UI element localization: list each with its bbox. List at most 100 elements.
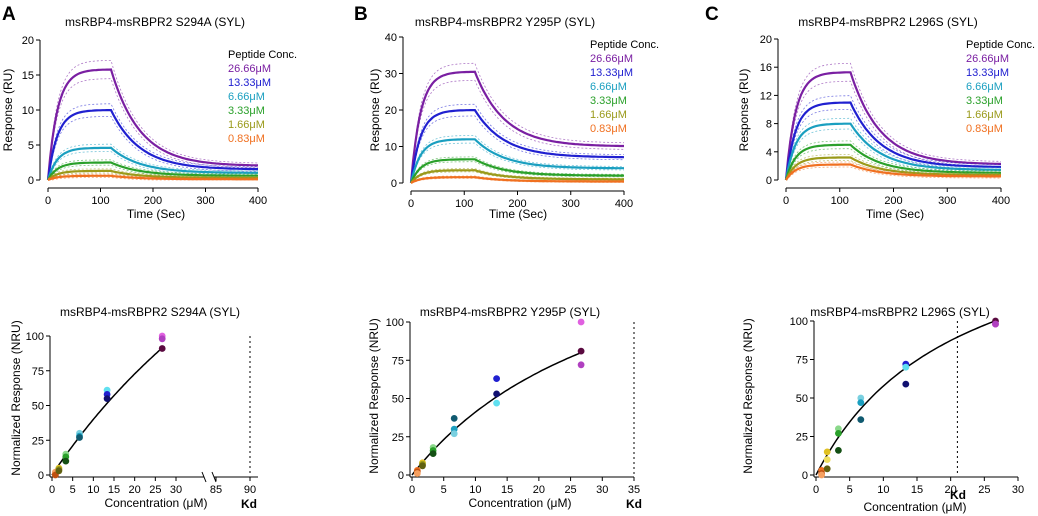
series-error-lower — [47, 116, 258, 181]
y-tick-label: 30 — [385, 69, 397, 81]
plot-area: 0 100 200 300 400 0 10 20 30 40 — [385, 32, 633, 210]
chart-title: msRBP4-msRBPR2 L296S (SYL) — [810, 305, 989, 319]
x-tick-label: 300 — [562, 198, 580, 210]
x-axis-label: Time (Sec) — [127, 207, 185, 221]
series-line — [784, 122, 1001, 181]
plot-area: 0 5 10 15 20 25 30 35 0 25 50 75 100 — [386, 317, 640, 496]
legend-title: Peptide Conc. — [228, 49, 297, 61]
y-tick-label: 16 — [760, 62, 772, 74]
data-point — [823, 465, 831, 473]
y-tick-label: 25 — [392, 432, 404, 444]
series-line — [46, 146, 258, 181]
panel-letter-c: C — [705, 4, 719, 25]
legend-entry-0-83: 0.83μM — [228, 133, 265, 145]
x-tick-label: 25 — [564, 484, 576, 496]
series-error-lower — [410, 142, 624, 184]
y-tick-label: 0 — [766, 175, 772, 187]
legend-entry-3-33: 3.33μM — [590, 95, 627, 107]
legend-entry-6-66: 6.66μM — [228, 91, 265, 103]
data-point — [413, 470, 421, 477]
x-tick-label: 20 — [945, 484, 957, 496]
plot-area: 0 100 200 300 400 0 4 8 12 16 20 — [760, 34, 1010, 207]
series-error-lower — [410, 115, 624, 184]
y-tick-label: 100 — [26, 331, 44, 343]
series-error-upper — [47, 143, 258, 179]
series-error-upper — [410, 135, 625, 183]
series-line — [785, 156, 1002, 181]
sensorgram-panel-b: msRBP4-msRBPR2 Y295P (SYL) 0 100 200 300 400… — [368, 15, 659, 221]
data-point — [419, 462, 426, 470]
y-axis-label: Normalized Response (NRU) — [367, 318, 381, 473]
series-error-upper — [785, 62, 1002, 179]
data-point — [577, 318, 585, 326]
x-tick-label: 300 — [938, 195, 956, 207]
x-tick-label: 85 — [210, 484, 222, 496]
x-axis-label: Concentration (μM) — [105, 496, 208, 510]
series-line — [46, 109, 258, 181]
legend: Peptide Conc. 26.66μM 13.33μM 6.66μM 3.3… — [228, 49, 297, 145]
y-tick-label: 40 — [385, 32, 397, 44]
x-tick-label: 20 — [129, 484, 141, 496]
x-tick-label: 0 — [783, 195, 789, 207]
y-tick-label: 20 — [22, 35, 34, 47]
data-point — [450, 415, 458, 422]
y-tick-label: 20 — [385, 105, 397, 117]
binding-panel-b: msRBP4-msRBPR2 Y295P (SYL) 0 5 10 15 20 25 30 3… — [367, 305, 642, 511]
series-line — [784, 101, 1001, 181]
series-error-upper — [410, 62, 624, 183]
legend-entry-3-33: 3.33μM — [228, 105, 265, 117]
x-tick-label: 0 — [45, 195, 51, 207]
x-tick-label: 35 — [628, 484, 640, 496]
data-point — [62, 457, 70, 465]
x-tick-label: 20 — [533, 484, 545, 496]
x-tick-label: 400 — [615, 198, 633, 210]
series-error-lower — [410, 161, 624, 184]
series-error-upper — [47, 168, 258, 179]
x-tick-label: 30 — [170, 484, 182, 496]
y-tick-label: 15 — [22, 70, 34, 82]
legend-entry-6-66: 6.66μM — [966, 81, 1003, 93]
legend: Peptide Conc. 26.66μM 13.33μM 6.66μM 3.3… — [590, 39, 659, 135]
series-line — [784, 143, 1001, 181]
legend-entry-1-66: 1.66μM — [590, 109, 627, 121]
x-axis-label: Concentration (μM) — [469, 496, 572, 510]
x-tick-label: 15 — [501, 484, 513, 496]
y-tick-label: 75 — [32, 366, 44, 378]
chart-title: msRBP4-msRBPR2 S294A (SYL) — [60, 305, 240, 319]
data-point — [158, 345, 166, 352]
legend-entry-26-66: 26.66μM — [590, 53, 633, 65]
x-tick-label: 5 — [441, 484, 447, 496]
data-point — [577, 361, 585, 369]
y-tick-label: 0 — [391, 178, 397, 190]
y-axis-label: Normalized Response (NRU) — [741, 318, 755, 473]
y-tick-label: 25 — [796, 432, 808, 444]
plot-area: 0 5 10 15 20 25 30 0 25 50 75 100 85 90 — [26, 331, 258, 496]
legend-entry-0-83: 0.83μM — [966, 123, 1003, 135]
legend-entry-3-33: 3.33μM — [966, 95, 1003, 107]
x-tick-label: 400 — [249, 195, 267, 207]
x-tick-label: 25 — [149, 484, 161, 496]
series-error-lower — [410, 177, 624, 184]
series-error-upper — [785, 95, 1001, 179]
x-tick-label: 10 — [469, 484, 481, 496]
y-tick-label: 50 — [32, 401, 44, 413]
x-tick-label: 30 — [596, 484, 608, 496]
data-point — [823, 448, 831, 456]
data-point — [577, 347, 585, 355]
series-error-upper — [410, 156, 625, 183]
series-error-upper — [47, 103, 259, 179]
chart-title: msRBP4-msRBPR2 Y295P (SYL) — [415, 15, 595, 29]
series-error-upper — [785, 140, 1002, 179]
x-tick-label: 400 — [992, 195, 1010, 207]
data-point — [835, 430, 842, 437]
x-tick-label: 0 — [49, 484, 55, 496]
y-tick-label: 50 — [796, 393, 808, 405]
series-error-upper — [785, 161, 1001, 179]
chart-title: msRBP4-msRBPR2 L296S (SYL) — [798, 15, 977, 29]
x-tick-label: 10 — [877, 484, 889, 496]
legend-entry-13-33: 13.33μM — [590, 67, 633, 79]
legend-entry-13-33: 13.33μM — [228, 77, 271, 89]
binding-panel-c: msRBP4-msRBPR2 L296S (SYL) 0 5 10 15 20 25 300… — [741, 305, 1024, 514]
chart-title: msRBP4-msRBPR2 S294A (SYL) — [65, 15, 245, 29]
